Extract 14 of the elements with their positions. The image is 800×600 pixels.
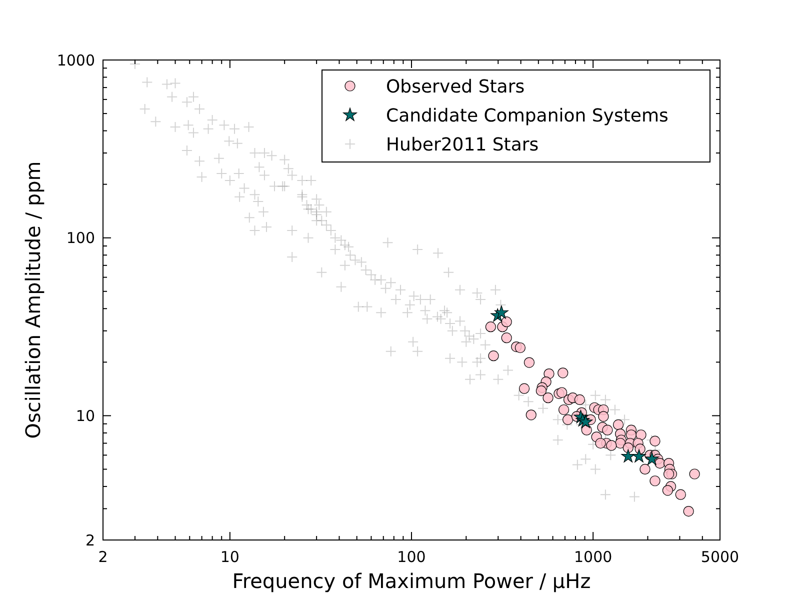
x-tick-label: 100 xyxy=(397,548,426,566)
y-tick-label: 1000 xyxy=(56,51,95,70)
y-axis-title: Oscillation Amplitude / ppm xyxy=(21,161,45,439)
y-tick-label: 2 xyxy=(85,531,95,550)
x-tick-label: 2 xyxy=(98,548,108,566)
legend-label: Candidate Companion Systems xyxy=(386,105,668,126)
y-tick-label: 10 xyxy=(76,406,95,425)
legend-label: Observed Stars xyxy=(386,76,525,98)
legend-label: Huber2011 Stars xyxy=(386,134,539,156)
x-tick-label: 10 xyxy=(220,548,240,566)
x-tick-label: 1000 xyxy=(574,548,612,566)
x-tick-label: 5000 xyxy=(700,548,740,566)
x-axis-title: Frequency of Maximum Power / μHz xyxy=(232,569,591,593)
y-tick-label: 100 xyxy=(66,229,95,248)
